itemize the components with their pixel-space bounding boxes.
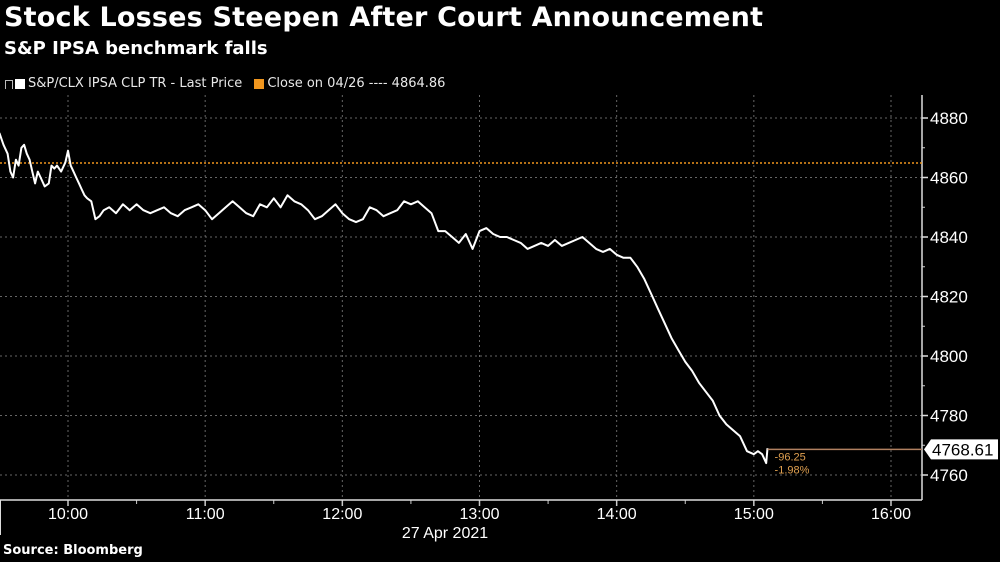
- x-tick-label: 12:00: [322, 506, 362, 523]
- x-tick-label: 13:00: [459, 506, 499, 523]
- y-tick-label: 4860: [930, 169, 968, 188]
- last-price-badge: 4768.61: [924, 439, 998, 460]
- y-tick-label: 4760: [930, 466, 968, 485]
- price-line: [0, 132, 769, 465]
- change-value: -96.25: [775, 451, 806, 463]
- chart-title: Stock Losses Steepen After Court Announc…: [4, 2, 764, 33]
- x-tick-label: 16:00: [871, 506, 911, 523]
- change-percent: -1.98%: [775, 464, 810, 476]
- legend-item-last-price[interactable]: S&P/CLX IPSA CLP TR - Last Price: [15, 76, 242, 91]
- x-axis-label: 27 Apr 2021: [402, 525, 488, 542]
- legend-swatch-orange: [254, 78, 265, 89]
- legend-item-prev-close[interactable]: Close on 04/26 ---- 4864.86: [254, 76, 445, 91]
- x-tick-label: 10:00: [48, 506, 88, 523]
- chart-legend: S&P/CLX IPSA CLP TR - Last Price Close o…: [5, 76, 457, 91]
- source-note: Source: Bloomberg: [3, 543, 143, 558]
- y-tick-label: 4820: [930, 288, 968, 307]
- last-price-value: 4768.61: [932, 440, 993, 459]
- legend-label: S&P/CLX IPSA CLP TR - Last Price: [28, 76, 243, 91]
- chart-subtitle: S&P IPSA benchmark falls: [4, 38, 268, 59]
- legend-marker-icon: [5, 80, 13, 89]
- x-tick-label: 15:00: [734, 506, 774, 523]
- y-tick-label: 4840: [930, 228, 968, 247]
- y-tick-label: 4800: [930, 347, 968, 366]
- legend-label: Close on 04/26 ---- 4864.86: [267, 76, 446, 91]
- legend-swatch-white: [15, 78, 25, 89]
- y-tick-label: 4880: [930, 109, 968, 128]
- x-tick-label: 14:00: [597, 506, 637, 523]
- x-tick-label: 11:00: [186, 506, 225, 523]
- y-tick-label: 4780: [930, 407, 968, 426]
